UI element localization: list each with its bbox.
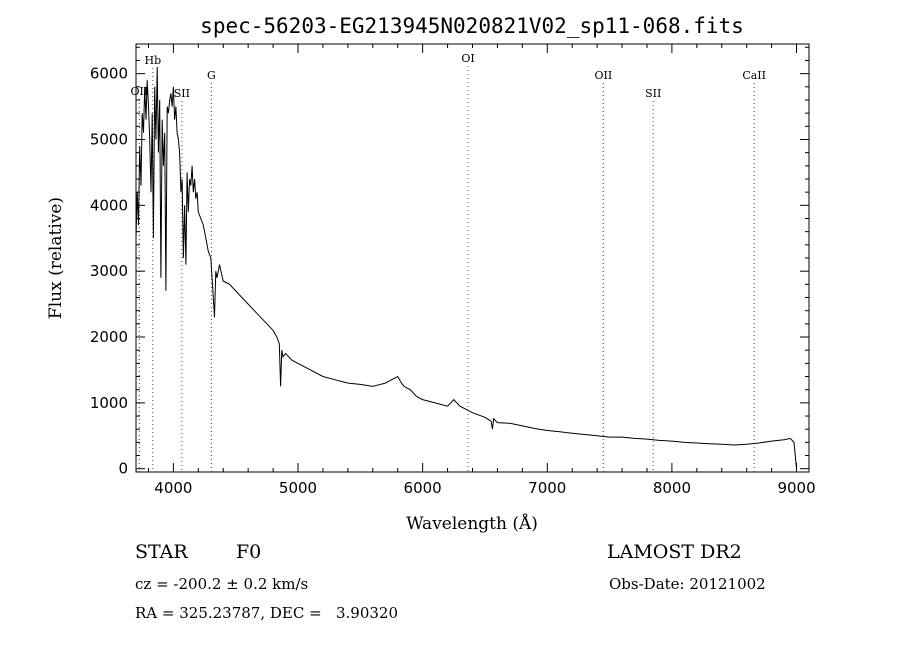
survey-label: LAMOST DR2	[607, 541, 742, 563]
x-tick-label: 6000	[404, 479, 442, 497]
spectral-line-label: SII	[645, 87, 661, 100]
plot-frame	[135, 43, 810, 473]
spectral-line-label: G	[207, 69, 216, 82]
y-tick-label: 5000	[90, 130, 128, 148]
spectrum-series-line	[135, 66, 797, 469]
x-tick-label: 9000	[777, 479, 815, 497]
spectral-line-label: OII	[131, 85, 149, 98]
y-tick-label: 2000	[90, 328, 128, 346]
y-axis-label: Flux (relative)	[46, 197, 66, 319]
object-class: STAR	[135, 541, 188, 563]
spectral-line-label: SII	[174, 87, 190, 100]
spectrum-chart: spec-56203-EG213945N020821V02_sp11-068.f…	[46, 14, 816, 534]
spectral-line-label: OII	[595, 69, 613, 82]
spectral-line-label: CaII	[742, 69, 766, 82]
y-tick-label: 4000	[90, 196, 128, 214]
x-axis: 4000 5000 6000 7000 8000 9000	[147, 44, 816, 497]
sky-coordinates: RA = 325.23787, DEC = 3.90320	[135, 604, 399, 622]
x-axis-label: Wavelength (Å)	[406, 513, 538, 534]
object-subclass: F0	[236, 541, 262, 563]
x-tick-label: 7000	[528, 479, 566, 497]
spectral-line-label: Hb	[145, 54, 162, 67]
y-tick-label: 0	[118, 460, 128, 478]
chart-title: spec-56203-EG213945N020821V02_sp11-068.f…	[200, 14, 744, 38]
y-tick-label: 3000	[90, 262, 128, 280]
spectral-line-label: OI	[461, 52, 474, 65]
x-tick-label: 4000	[154, 479, 192, 497]
spectral-line-markers: OII Hb SII G OI OII SII CaII	[131, 52, 766, 472]
y-tick-label: 6000	[90, 65, 128, 83]
x-tick-label: 8000	[653, 479, 691, 497]
redshift-velocity: cz = -200.2 ± 0.2 km/s	[135, 575, 309, 593]
observation-date: Obs-Date: 20121002	[609, 575, 766, 593]
y-tick-label: 1000	[90, 394, 128, 412]
x-tick-label: 5000	[279, 479, 317, 497]
y-axis: 0 1000 2000 3000 4000 5000 6000	[90, 46, 809, 478]
